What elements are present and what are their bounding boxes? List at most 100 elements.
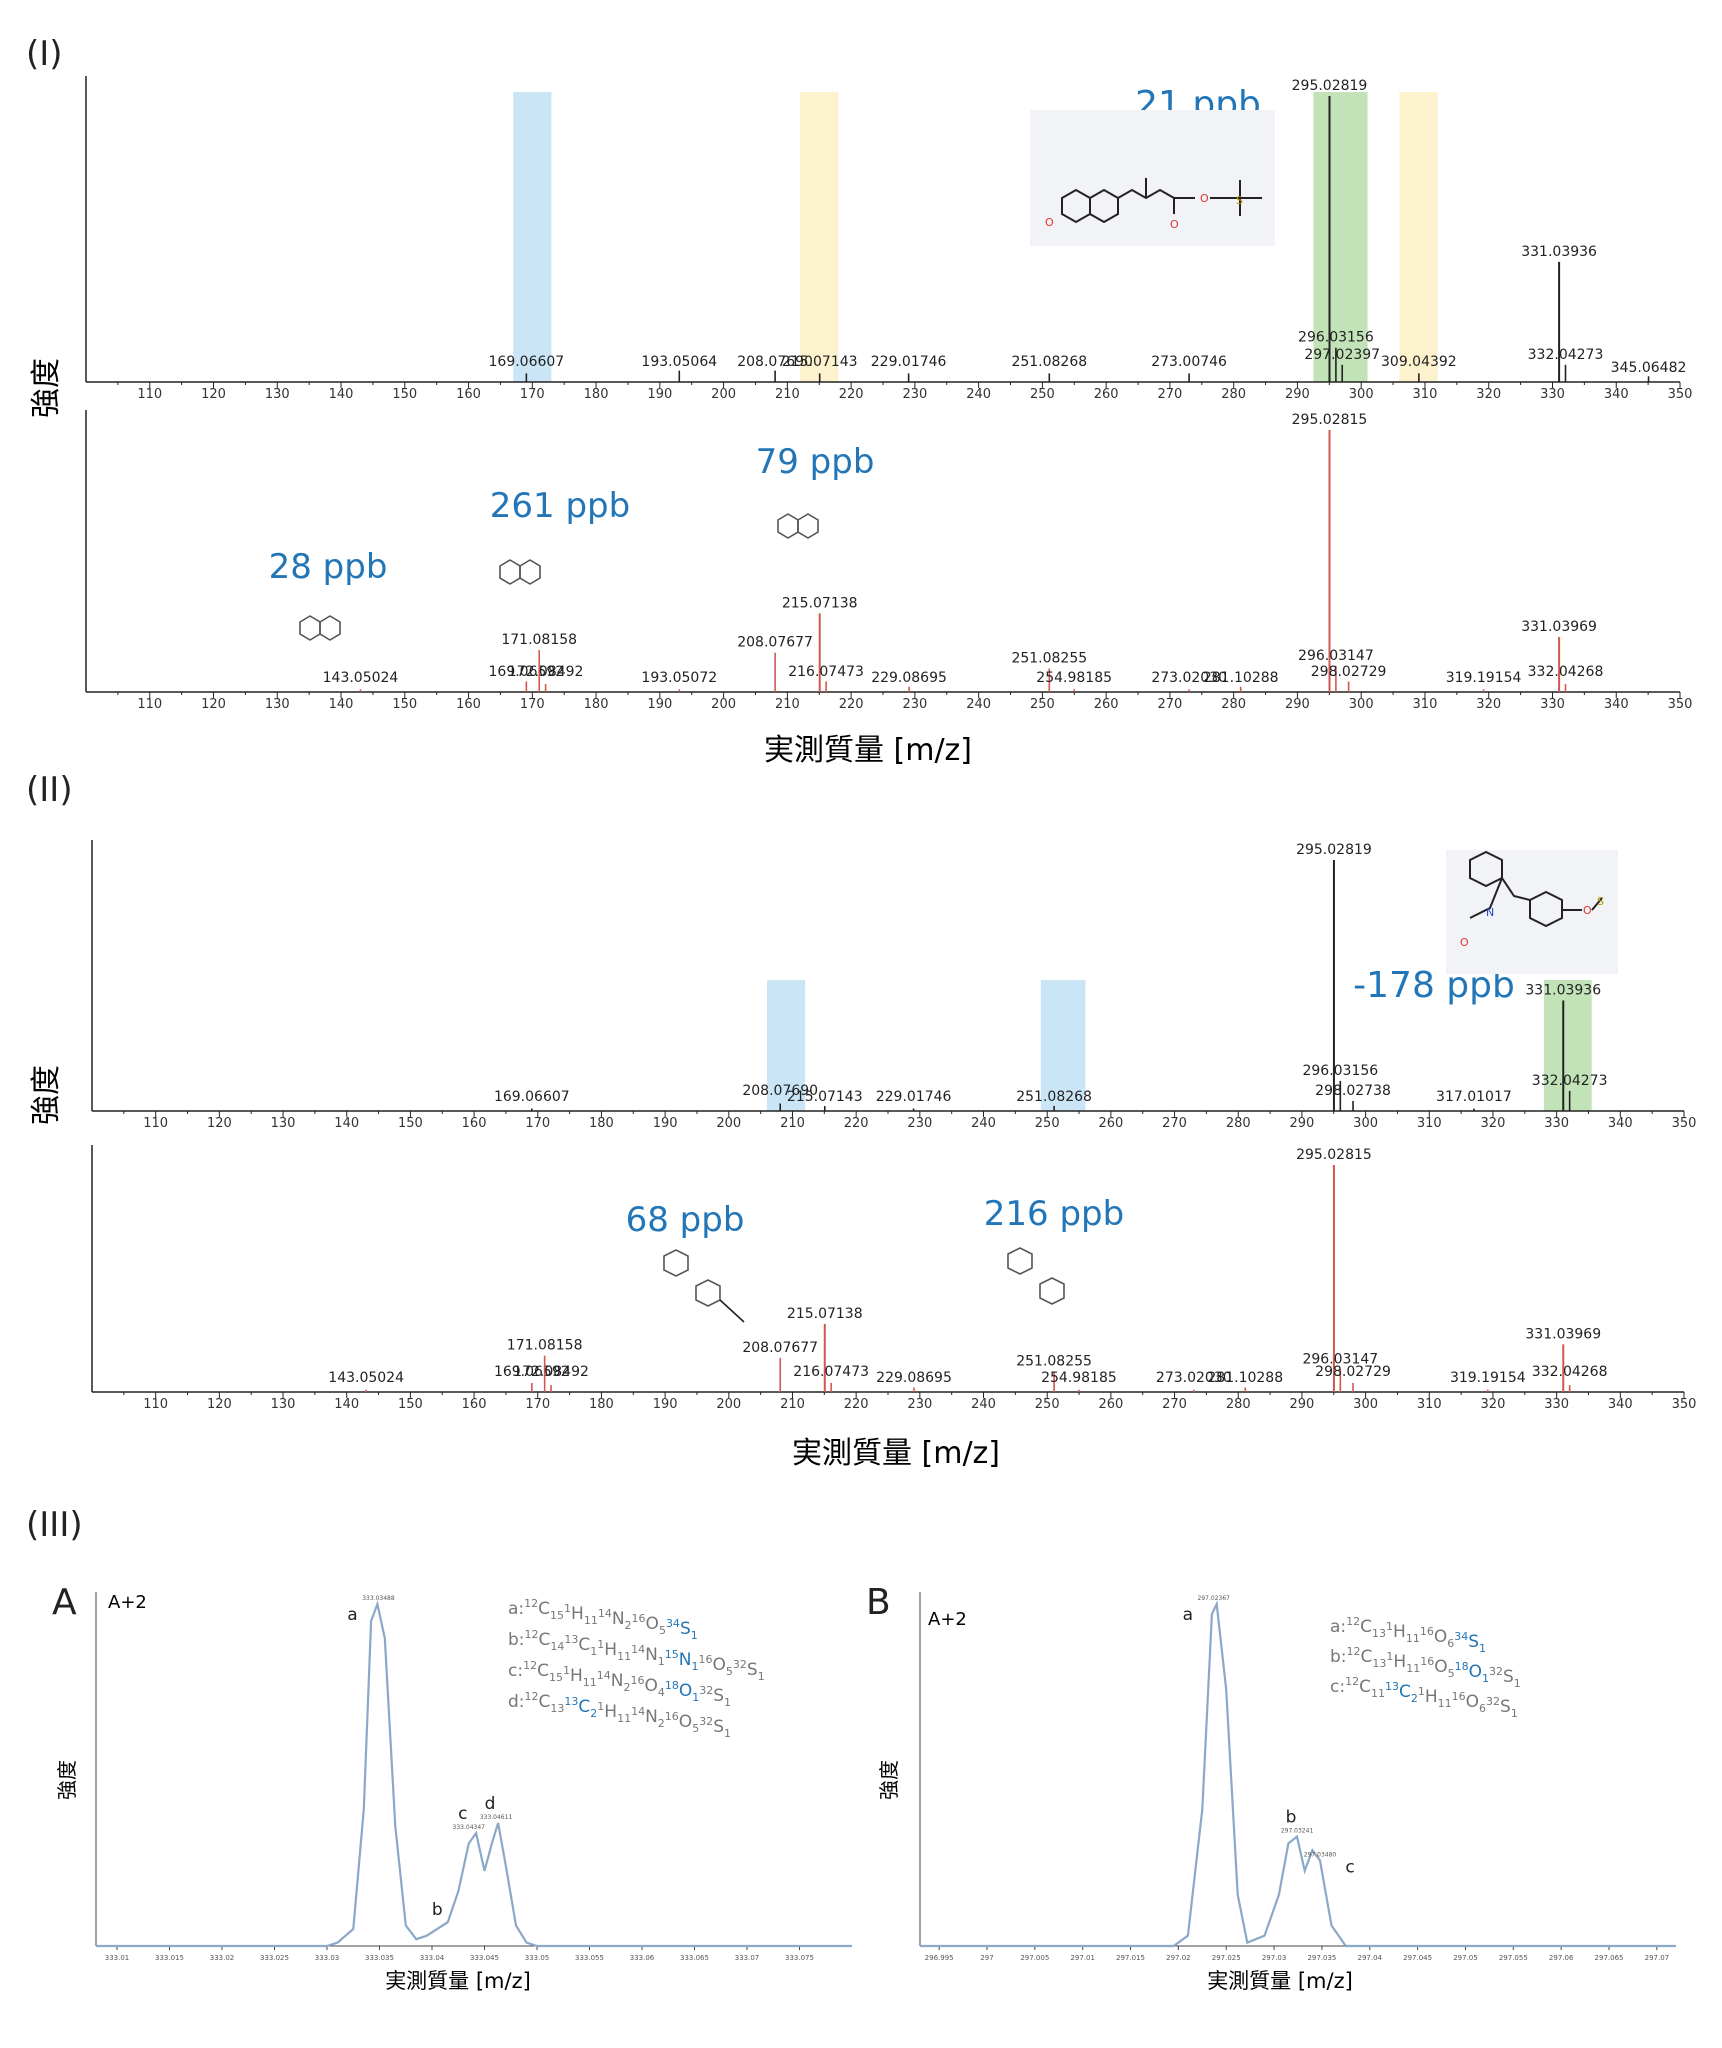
x-tick-label: 260 bbox=[1094, 697, 1119, 712]
ylabel-III-A: 強度 bbox=[55, 1760, 79, 1800]
peak-label: 319.19154 bbox=[1446, 670, 1522, 686]
peak-label: 298.02738 bbox=[1315, 1083, 1391, 1099]
panel-label-A: A bbox=[52, 1582, 77, 1623]
x-tick-label: 270 bbox=[1158, 697, 1183, 712]
svg-text:O: O bbox=[1460, 936, 1469, 949]
peak-label: 215.07138 bbox=[787, 1306, 863, 1322]
structure-carbamazepine-sulfate: N O O S bbox=[1446, 850, 1618, 974]
xlabel-III-A: 実測質量 [m/z] bbox=[385, 1969, 531, 1993]
peak-label: 251.08268 bbox=[1011, 354, 1087, 370]
peak-mz-label: 333.04611 bbox=[480, 1814, 513, 1821]
legend-entry: c:12C1113C21H1116O632S1 bbox=[1330, 1675, 1518, 1720]
panel-label-B: B bbox=[866, 1582, 891, 1623]
x-tick-label: 280 bbox=[1226, 1116, 1251, 1131]
x-tick-label: 110 bbox=[143, 1397, 168, 1412]
ppb-annotation-261: 261 ppb bbox=[490, 486, 630, 526]
x-tick-label: 240 bbox=[966, 387, 991, 402]
x-tick-label: 130 bbox=[265, 387, 290, 402]
x-tick-label: 180 bbox=[589, 1397, 614, 1412]
x-tick-label: 240 bbox=[971, 1397, 996, 1412]
peak-label: 296.03147 bbox=[1298, 648, 1374, 664]
peak-mz-label: 297.03241 bbox=[1281, 1828, 1314, 1835]
x-tick-label: 160 bbox=[462, 1397, 487, 1412]
x-tick-label: 130 bbox=[271, 1397, 296, 1412]
x-tick-label: 140 bbox=[329, 697, 354, 712]
isotope-trace bbox=[96, 1600, 852, 1948]
x-tick-label: 270 bbox=[1162, 1397, 1187, 1412]
peak-label: 332.04268 bbox=[1532, 1364, 1608, 1380]
x-tick-label: 160 bbox=[456, 387, 481, 402]
x-tick-label: 297.055 bbox=[1499, 1954, 1528, 1962]
x-tick-label: 297.06 bbox=[1549, 1954, 1574, 1962]
highlight-band bbox=[1040, 980, 1086, 1111]
x-tick-label: 280 bbox=[1221, 387, 1246, 402]
x-tick-label: 333.055 bbox=[575, 1954, 604, 1962]
x-tick-label: 350 bbox=[1668, 697, 1693, 712]
structure-naproxen-sulfate: O O O S bbox=[1030, 110, 1275, 246]
legend-entry: c:12C151H1114N216O418O132S1 bbox=[508, 1659, 731, 1709]
peak-mz-label: 333.03488 bbox=[362, 1595, 395, 1602]
x-tick-label: 350 bbox=[1668, 387, 1693, 402]
x-tick-label: 340 bbox=[1604, 697, 1629, 712]
peak-label: 331.03969 bbox=[1521, 619, 1597, 635]
x-tick-label: 220 bbox=[839, 387, 864, 402]
x-tick-label: 140 bbox=[334, 1116, 359, 1131]
highlight-band bbox=[1543, 980, 1592, 1111]
peak-label: 208.07677 bbox=[737, 635, 813, 651]
x-tick-label: 290 bbox=[1290, 1397, 1315, 1412]
x-tick-label: 250 bbox=[1030, 387, 1055, 402]
x-tick-label: 330 bbox=[1540, 697, 1565, 712]
x-tick-label: 190 bbox=[653, 1116, 678, 1131]
peak-label: 215.07143 bbox=[787, 1089, 863, 1105]
x-tick-label: 300 bbox=[1349, 697, 1374, 712]
x-tick-label: 230 bbox=[902, 387, 927, 402]
peak-label: 172.08492 bbox=[508, 664, 584, 680]
x-tick-label: 110 bbox=[143, 1116, 168, 1131]
x-tick-label: 333.01 bbox=[105, 1954, 130, 1962]
svg-text:O: O bbox=[1200, 192, 1209, 205]
panel-label-II: (II) bbox=[26, 770, 73, 810]
x-tick-label: 180 bbox=[584, 697, 609, 712]
x-tick-label: 150 bbox=[392, 697, 417, 712]
ppb-annotation-28: 28 ppb bbox=[269, 547, 388, 587]
xlabel-I: 実測質量 [m/z] bbox=[764, 733, 972, 768]
x-tick-label: 280 bbox=[1226, 1397, 1251, 1412]
x-tick-label: 290 bbox=[1285, 697, 1310, 712]
svg-text:O: O bbox=[1045, 216, 1054, 229]
ppb-annotation-68: 68 ppb bbox=[626, 1200, 745, 1240]
x-tick-label: 297.025 bbox=[1212, 1954, 1241, 1962]
x-tick-label: 200 bbox=[711, 697, 736, 712]
x-tick-label: 250 bbox=[1030, 697, 1055, 712]
peak-letter: c bbox=[1345, 1858, 1354, 1878]
ylabel-I: 強度 bbox=[29, 358, 64, 418]
x-tick-label: 220 bbox=[844, 1397, 869, 1412]
peak-label: 332.04268 bbox=[1528, 664, 1604, 680]
x-tick-label: 120 bbox=[201, 697, 226, 712]
peak-label: 208.07690 bbox=[737, 354, 813, 370]
x-tick-label: 170 bbox=[520, 697, 545, 712]
legend-entry: b:12C1413C11H1114N115N116O532S1 bbox=[508, 1628, 765, 1683]
peak-mz-label: 333.04347 bbox=[453, 1824, 486, 1831]
x-tick-label: 297.04 bbox=[1358, 1954, 1383, 1962]
x-tick-label: 110 bbox=[137, 697, 162, 712]
x-tick-label: 290 bbox=[1285, 387, 1310, 402]
peak-label: 229.08695 bbox=[876, 1370, 952, 1386]
x-tick-label: 297.045 bbox=[1403, 1954, 1432, 1962]
peak-label: 295.02815 bbox=[1296, 1147, 1372, 1163]
corner-label-A: A+2 bbox=[108, 1592, 147, 1613]
x-tick-label: 130 bbox=[271, 1116, 296, 1131]
peak-label: 273.02030 bbox=[1156, 1370, 1232, 1386]
x-tick-label: 170 bbox=[525, 1116, 550, 1131]
x-tick-label: 300 bbox=[1353, 1116, 1378, 1131]
x-tick-label: 150 bbox=[392, 387, 417, 402]
x-tick-label: 350 bbox=[1672, 1397, 1697, 1412]
peak-label: 317.01017 bbox=[1436, 1089, 1512, 1105]
peak-label: 229.08695 bbox=[871, 670, 947, 686]
x-tick-label: 200 bbox=[716, 1397, 741, 1412]
x-tick-label: 230 bbox=[907, 1397, 932, 1412]
x-tick-label: 320 bbox=[1481, 1116, 1506, 1131]
peak-label: 229.01746 bbox=[871, 354, 947, 370]
peak-label: 345.06482 bbox=[1611, 360, 1687, 376]
svg-text:O: O bbox=[1583, 904, 1592, 917]
